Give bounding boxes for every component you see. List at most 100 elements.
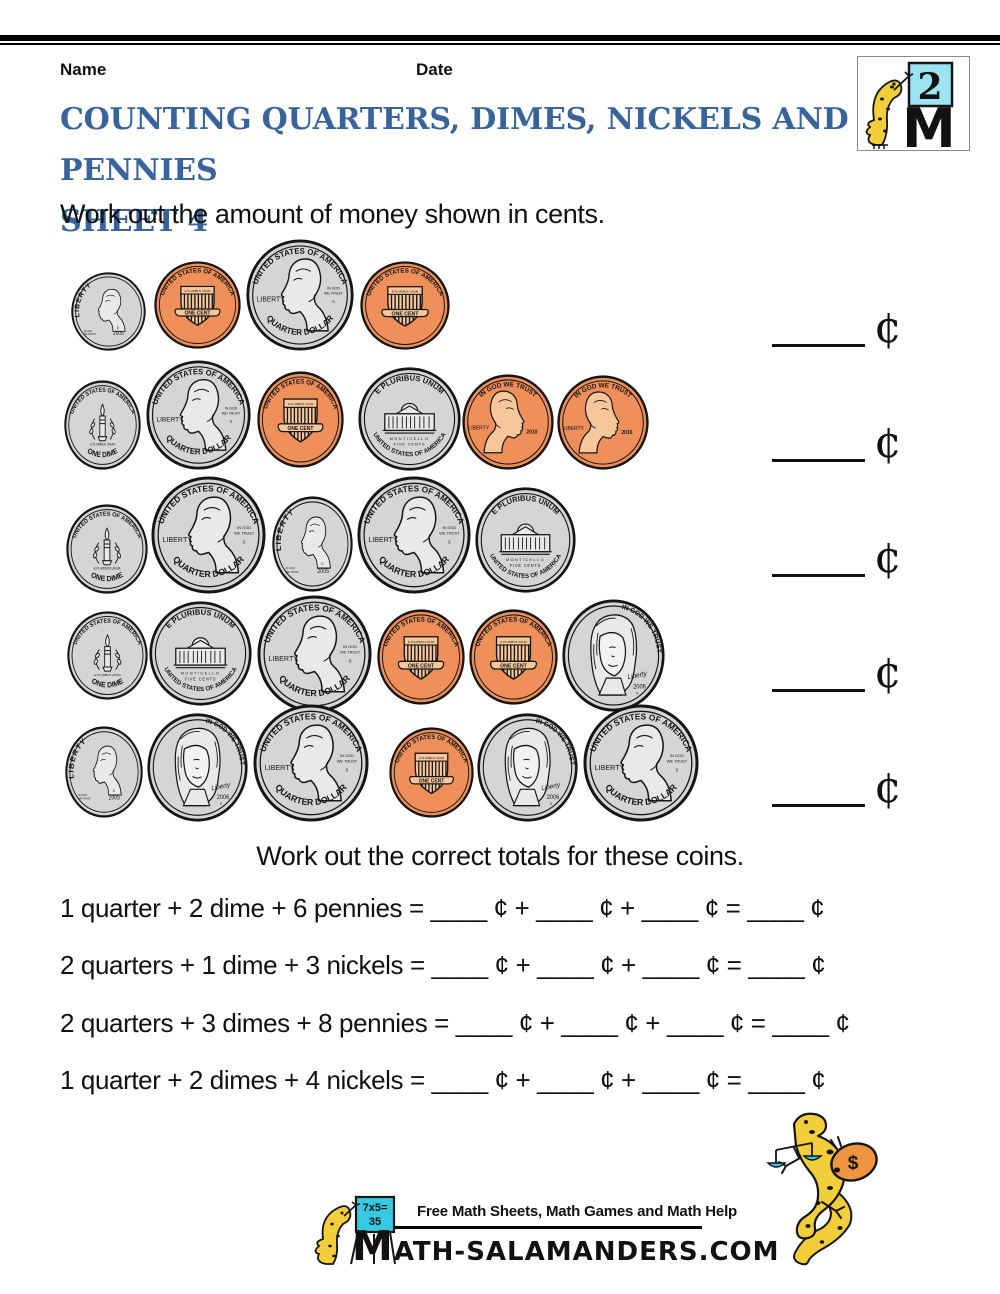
svg-text:2010: 2010 <box>526 429 537 435</box>
svg-text:FIVE CENTS: FIVE CENTS <box>394 442 426 447</box>
nickel-obverse-coin: IN GOD WE TRUST Liberty 2006 S <box>562 599 665 712</box>
dime-obverse-coin: LIBERTY IN GOD WE TRUST D 2005 <box>71 272 146 351</box>
svg-text:IN GOD: IN GOD <box>670 753 684 758</box>
answer-line[interactable] <box>772 574 865 577</box>
footer-salamander-icon: 7x5= 35 <box>314 1195 396 1265</box>
answer-blank-row-4[interactable]: ¢ <box>772 651 902 695</box>
svg-text:MONTICELLO: MONTICELLO <box>390 436 430 441</box>
svg-text:LIBERTY: LIBERTY <box>163 535 193 544</box>
problem-line-1: 1 quarter + 2 dime + 6 pennies = ____ ¢ … <box>60 893 825 923</box>
site-name-rest: ATH-SALAMANDERS.COM <box>393 1237 780 1267</box>
svg-text:S: S <box>550 802 553 806</box>
svg-text:LIBERTY: LIBERTY <box>368 535 398 544</box>
dime-reverse-coin: UNITED STATES OF AMERICA ·E PLURIBUS UNUM… <box>67 611 148 700</box>
money-bag <box>830 1142 878 1182</box>
balance-scale-icon <box>766 1142 823 1168</box>
answer-line[interactable] <box>772 689 865 692</box>
top-border-thick <box>0 35 1000 41</box>
svg-text:·E PLURIBUS UNUM·: ·E PLURIBUS UNUM· <box>89 442 116 446</box>
footer-divider <box>394 1226 702 1229</box>
svg-text:ONE CENT: ONE CENT <box>419 778 445 784</box>
svg-text:ONE CENT: ONE CENT <box>408 663 435 669</box>
svg-text:WE TRUST: WE TRUST <box>439 530 460 535</box>
svg-text:ONE CENT: ONE CENT <box>288 426 315 432</box>
dime-obverse-coin: LIBERTY IN GOD WE TRUST D 2005 <box>65 726 143 818</box>
svg-text:IN GOD: IN GOD <box>286 566 295 570</box>
svg-text:Liberty: Liberty <box>541 782 562 793</box>
quarter-coin: UNITED STATES OF AMERICA LIBERTY IN GOD WE … <box>246 239 354 351</box>
answer-blank-row-2[interactable]: ¢ <box>772 421 902 465</box>
nickel-reverse-coin: E PLURIBUS UNUM MONTICELLO FIVE CENTS UNITE… <box>358 367 461 471</box>
site-name-m: M <box>352 1222 394 1270</box>
svg-text:S: S <box>332 299 335 304</box>
answer-blank-row-3[interactable]: ¢ <box>772 536 902 580</box>
nickel-obverse-coin: IN GOD WE TRUST Liberty 2006 S <box>477 713 578 822</box>
logo-grade-number: 2 <box>917 66 942 108</box>
page-title-line2: SHEET 4 <box>60 204 208 239</box>
logo-grade-card <box>907 61 954 108</box>
answer-blank-row-5[interactable]: ¢ <box>772 766 902 810</box>
svg-text:D: D <box>113 789 116 793</box>
svg-text:WE TRUST: WE TRUST <box>222 411 241 415</box>
penny-obverse-coin: IN GOD WE TRUST LIBERTY 2010 <box>462 374 554 470</box>
svg-text:2006: 2006 <box>633 684 646 690</box>
footer-board-line1: 7x5= <box>363 1202 388 1214</box>
quarter-coin: UNITED STATES OF AMERICA LIBERTY IN GOD WE … <box>257 595 372 713</box>
cent-symbol: ¢ <box>874 302 902 353</box>
cent-symbol: ¢ <box>874 762 902 813</box>
svg-text:·E PLURIBUS UNUM·: ·E PLURIBUS UNUM· <box>93 567 121 571</box>
svg-text:2006: 2006 <box>547 795 560 801</box>
svg-text:IN GOD: IN GOD <box>225 406 238 410</box>
svg-text:E PLURIBUS UNUM: E PLURIBUS UNUM <box>392 289 419 293</box>
penny-shield-coin: UNITED STATES OF AMERICA E PLURIBUS UNUM O… <box>389 727 474 818</box>
svg-text:FIVE CENTS: FIVE CENTS <box>510 563 541 568</box>
quarter-coin: UNITED STATES OF AMERICA LIBERTY IN GOD WE … <box>146 360 251 470</box>
svg-text:LIBERTY: LIBERTY <box>595 763 625 772</box>
svg-text:2005: 2005 <box>113 331 124 337</box>
svg-text:LIBERTY: LIBERTY <box>468 426 489 432</box>
svg-text:S: S <box>448 539 451 544</box>
money-bag-dollar: $ <box>848 1153 859 1174</box>
answer-blank-row-1[interactable]: ¢ <box>772 306 902 350</box>
footer-tagline: Free Math Sheets, Math Games and Math He… <box>417 1203 738 1220</box>
logo: M 2 <box>857 56 970 160</box>
svg-text:2006: 2006 <box>217 795 230 801</box>
svg-text:WE TRUST: WE TRUST <box>667 758 688 763</box>
svg-text:ONE DIME: ONE DIME <box>86 447 119 460</box>
svg-text:LIBERTY: LIBERTY <box>265 763 295 772</box>
svg-text:E PLURIBUS UNUM: E PLURIBUS UNUM <box>500 640 527 644</box>
answer-line[interactable] <box>772 344 865 347</box>
answer-line[interactable] <box>772 459 865 462</box>
penny-shield-coin: UNITED STATES OF AMERICA E PLURIBUS UNUM O… <box>257 371 344 468</box>
footer-board <box>354 1195 396 1234</box>
svg-text:WE TRUST: WE TRUST <box>78 796 91 800</box>
svg-text:D: D <box>117 326 120 330</box>
svg-text:LIBERTY: LIBERTY <box>563 426 584 432</box>
salamander-spots <box>805 1130 843 1244</box>
problem-line-2: 2 quarters + 1 dime + 3 nickels = ____ ¢… <box>60 950 826 980</box>
svg-text:MONTICELLO: MONTICELLO <box>506 557 545 562</box>
penny-obverse-coin: IN GOD WE TRUST LIBERTY 2010 <box>557 375 649 470</box>
money-salamander-icon: $ <box>766 1112 878 1266</box>
svg-text:S: S <box>243 539 246 544</box>
quarter-coin: UNITED STATES OF AMERICA LIBERTY IN GOD WE … <box>583 704 699 822</box>
svg-text:2005: 2005 <box>109 795 120 801</box>
svg-text:LIBERTY: LIBERTY <box>157 416 185 423</box>
nickel-reverse-coin: E PLURIBUS UNUM MONTICELLO FIVE CENTS UNITE… <box>149 601 252 706</box>
footer-board-line2: 35 <box>369 1216 381 1228</box>
cent-symbol: ¢ <box>874 532 902 583</box>
answer-line[interactable] <box>772 804 865 807</box>
svg-text:E PLURIBUS UNUM: E PLURIBUS UNUM <box>185 289 211 293</box>
page-title-line1: COUNTING QUARTERS, DIMES, NICKELS AND PE… <box>60 102 849 188</box>
svg-text:ONE CENT: ONE CENT <box>392 311 420 317</box>
svg-text:S: S <box>349 658 352 663</box>
problem-line-4: 1 quarter + 2 dimes + 4 nickels = ____ ¢… <box>60 1065 826 1095</box>
svg-text:E PLURIBUS UNUM: E PLURIBUS UNUM <box>419 756 445 760</box>
svg-text:IN GOD: IN GOD <box>327 286 340 290</box>
svg-text:FIVE CENTS: FIVE CENTS <box>185 676 217 681</box>
site-name: MATH-SALAMANDERS.COM <box>352 1222 780 1270</box>
svg-text:ONE DIME: ONE DIME <box>90 676 124 690</box>
svg-text:WE TRUST: WE TRUST <box>337 758 358 763</box>
dime-reverse-coin: UNITED STATES OF AMERICA ·E PLURIBUS UNUM… <box>64 380 141 470</box>
name-label: Name <box>60 60 107 79</box>
